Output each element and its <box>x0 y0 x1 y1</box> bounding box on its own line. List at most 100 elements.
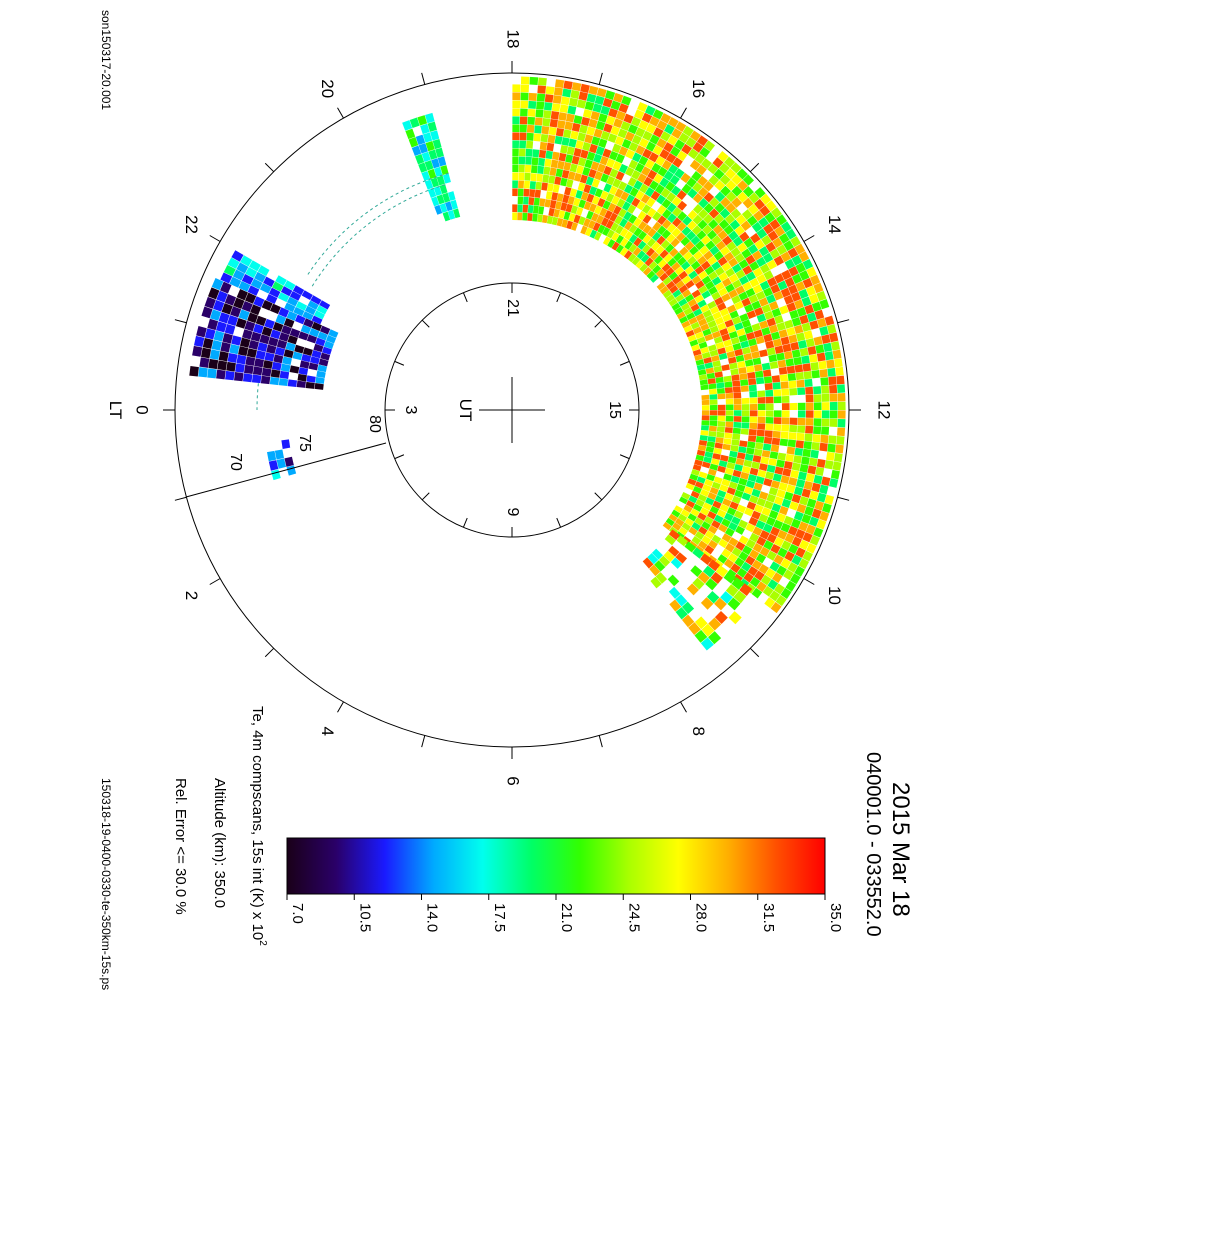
te-cell <box>802 550 813 562</box>
te-cell <box>586 151 596 161</box>
lt-tick <box>209 235 221 242</box>
te-cell <box>708 617 722 631</box>
te-cell <box>749 261 760 271</box>
te-cell <box>736 452 746 460</box>
te-cell <box>690 508 700 517</box>
te-cell <box>720 197 731 208</box>
te-cell <box>233 297 245 309</box>
te-cell <box>621 95 632 106</box>
te-cell <box>651 231 662 242</box>
te-cell <box>594 95 605 106</box>
te-cell <box>734 301 744 310</box>
ut-tick <box>421 319 430 328</box>
te-cell <box>708 539 718 550</box>
te-cell <box>538 77 547 86</box>
te-cell <box>590 111 600 121</box>
te-cell <box>189 365 199 377</box>
te-cell <box>298 367 309 375</box>
te-cell <box>547 183 554 192</box>
te-cell <box>707 468 717 477</box>
te-cell <box>430 130 440 141</box>
te-cell <box>660 131 671 142</box>
te-cell <box>786 446 796 455</box>
te-cell <box>284 456 294 467</box>
te-cell <box>573 197 581 207</box>
te-cell <box>700 323 710 332</box>
te-cell <box>811 508 822 519</box>
te-cell <box>754 239 765 250</box>
te-cell <box>649 180 659 191</box>
te-cell <box>812 434 821 443</box>
te-cell <box>716 509 727 518</box>
te-cell <box>236 262 249 274</box>
te-cell <box>811 482 821 493</box>
te-cell <box>734 557 745 568</box>
te-cell <box>769 590 781 602</box>
te-cell <box>809 535 821 546</box>
te-cell <box>700 507 710 516</box>
te-cell <box>659 272 669 282</box>
te-cell <box>717 302 727 311</box>
te-cell <box>778 233 790 244</box>
te-cell <box>764 597 776 609</box>
te-cell <box>605 193 615 203</box>
te-cell <box>721 518 731 528</box>
te-cell <box>575 165 585 175</box>
te-cell <box>751 300 762 310</box>
te-cell <box>655 268 665 278</box>
te-cell <box>667 574 680 587</box>
te-cell <box>554 79 565 89</box>
te-cell <box>268 337 279 347</box>
te-cell <box>720 185 731 197</box>
te-cell <box>545 191 553 200</box>
te-cell <box>745 539 756 549</box>
te-cell <box>568 97 579 107</box>
te-cell <box>709 306 720 315</box>
te-cell <box>715 376 724 384</box>
te-cell <box>676 535 689 547</box>
te-cell <box>528 197 535 206</box>
te-cell <box>794 324 804 334</box>
te-cell <box>700 304 710 313</box>
te-cell <box>591 178 601 188</box>
te-cell <box>512 172 519 181</box>
lt-label: 20 <box>318 79 337 98</box>
te-cell <box>741 416 750 423</box>
coverage-arc <box>256 383 259 411</box>
te-cell <box>209 349 220 360</box>
te-cell <box>765 340 775 349</box>
te-cell <box>316 305 328 315</box>
te-cell <box>789 402 798 410</box>
te-cell <box>765 423 774 431</box>
te-cell <box>743 352 753 361</box>
te-cell <box>742 545 753 556</box>
te-cell <box>631 134 642 145</box>
te-cell <box>268 460 279 471</box>
te-cell <box>606 229 615 239</box>
te-cell <box>552 95 562 104</box>
colorbar-tick-label: 35.0 <box>827 903 844 932</box>
te-cell <box>824 315 835 326</box>
te-cell <box>763 436 773 445</box>
te-cell <box>299 360 310 369</box>
te-cell <box>802 258 814 270</box>
te-cell <box>741 410 750 417</box>
te-cell <box>552 184 560 193</box>
te-cell <box>590 161 600 171</box>
te-cell <box>791 462 801 472</box>
te-cell <box>588 85 599 96</box>
te-cell <box>240 255 253 267</box>
te-cell <box>785 228 797 240</box>
te-cell <box>660 112 672 124</box>
te-cell <box>819 511 830 522</box>
te-cell <box>714 202 725 214</box>
te-cell <box>791 291 802 302</box>
te-cell <box>705 240 716 251</box>
te-cell <box>691 535 702 545</box>
te-cell <box>738 535 749 545</box>
te-cell <box>623 113 634 124</box>
te-cell <box>628 234 638 244</box>
te-cell <box>543 110 552 119</box>
te-cell <box>675 518 685 527</box>
te-cell <box>821 426 830 435</box>
